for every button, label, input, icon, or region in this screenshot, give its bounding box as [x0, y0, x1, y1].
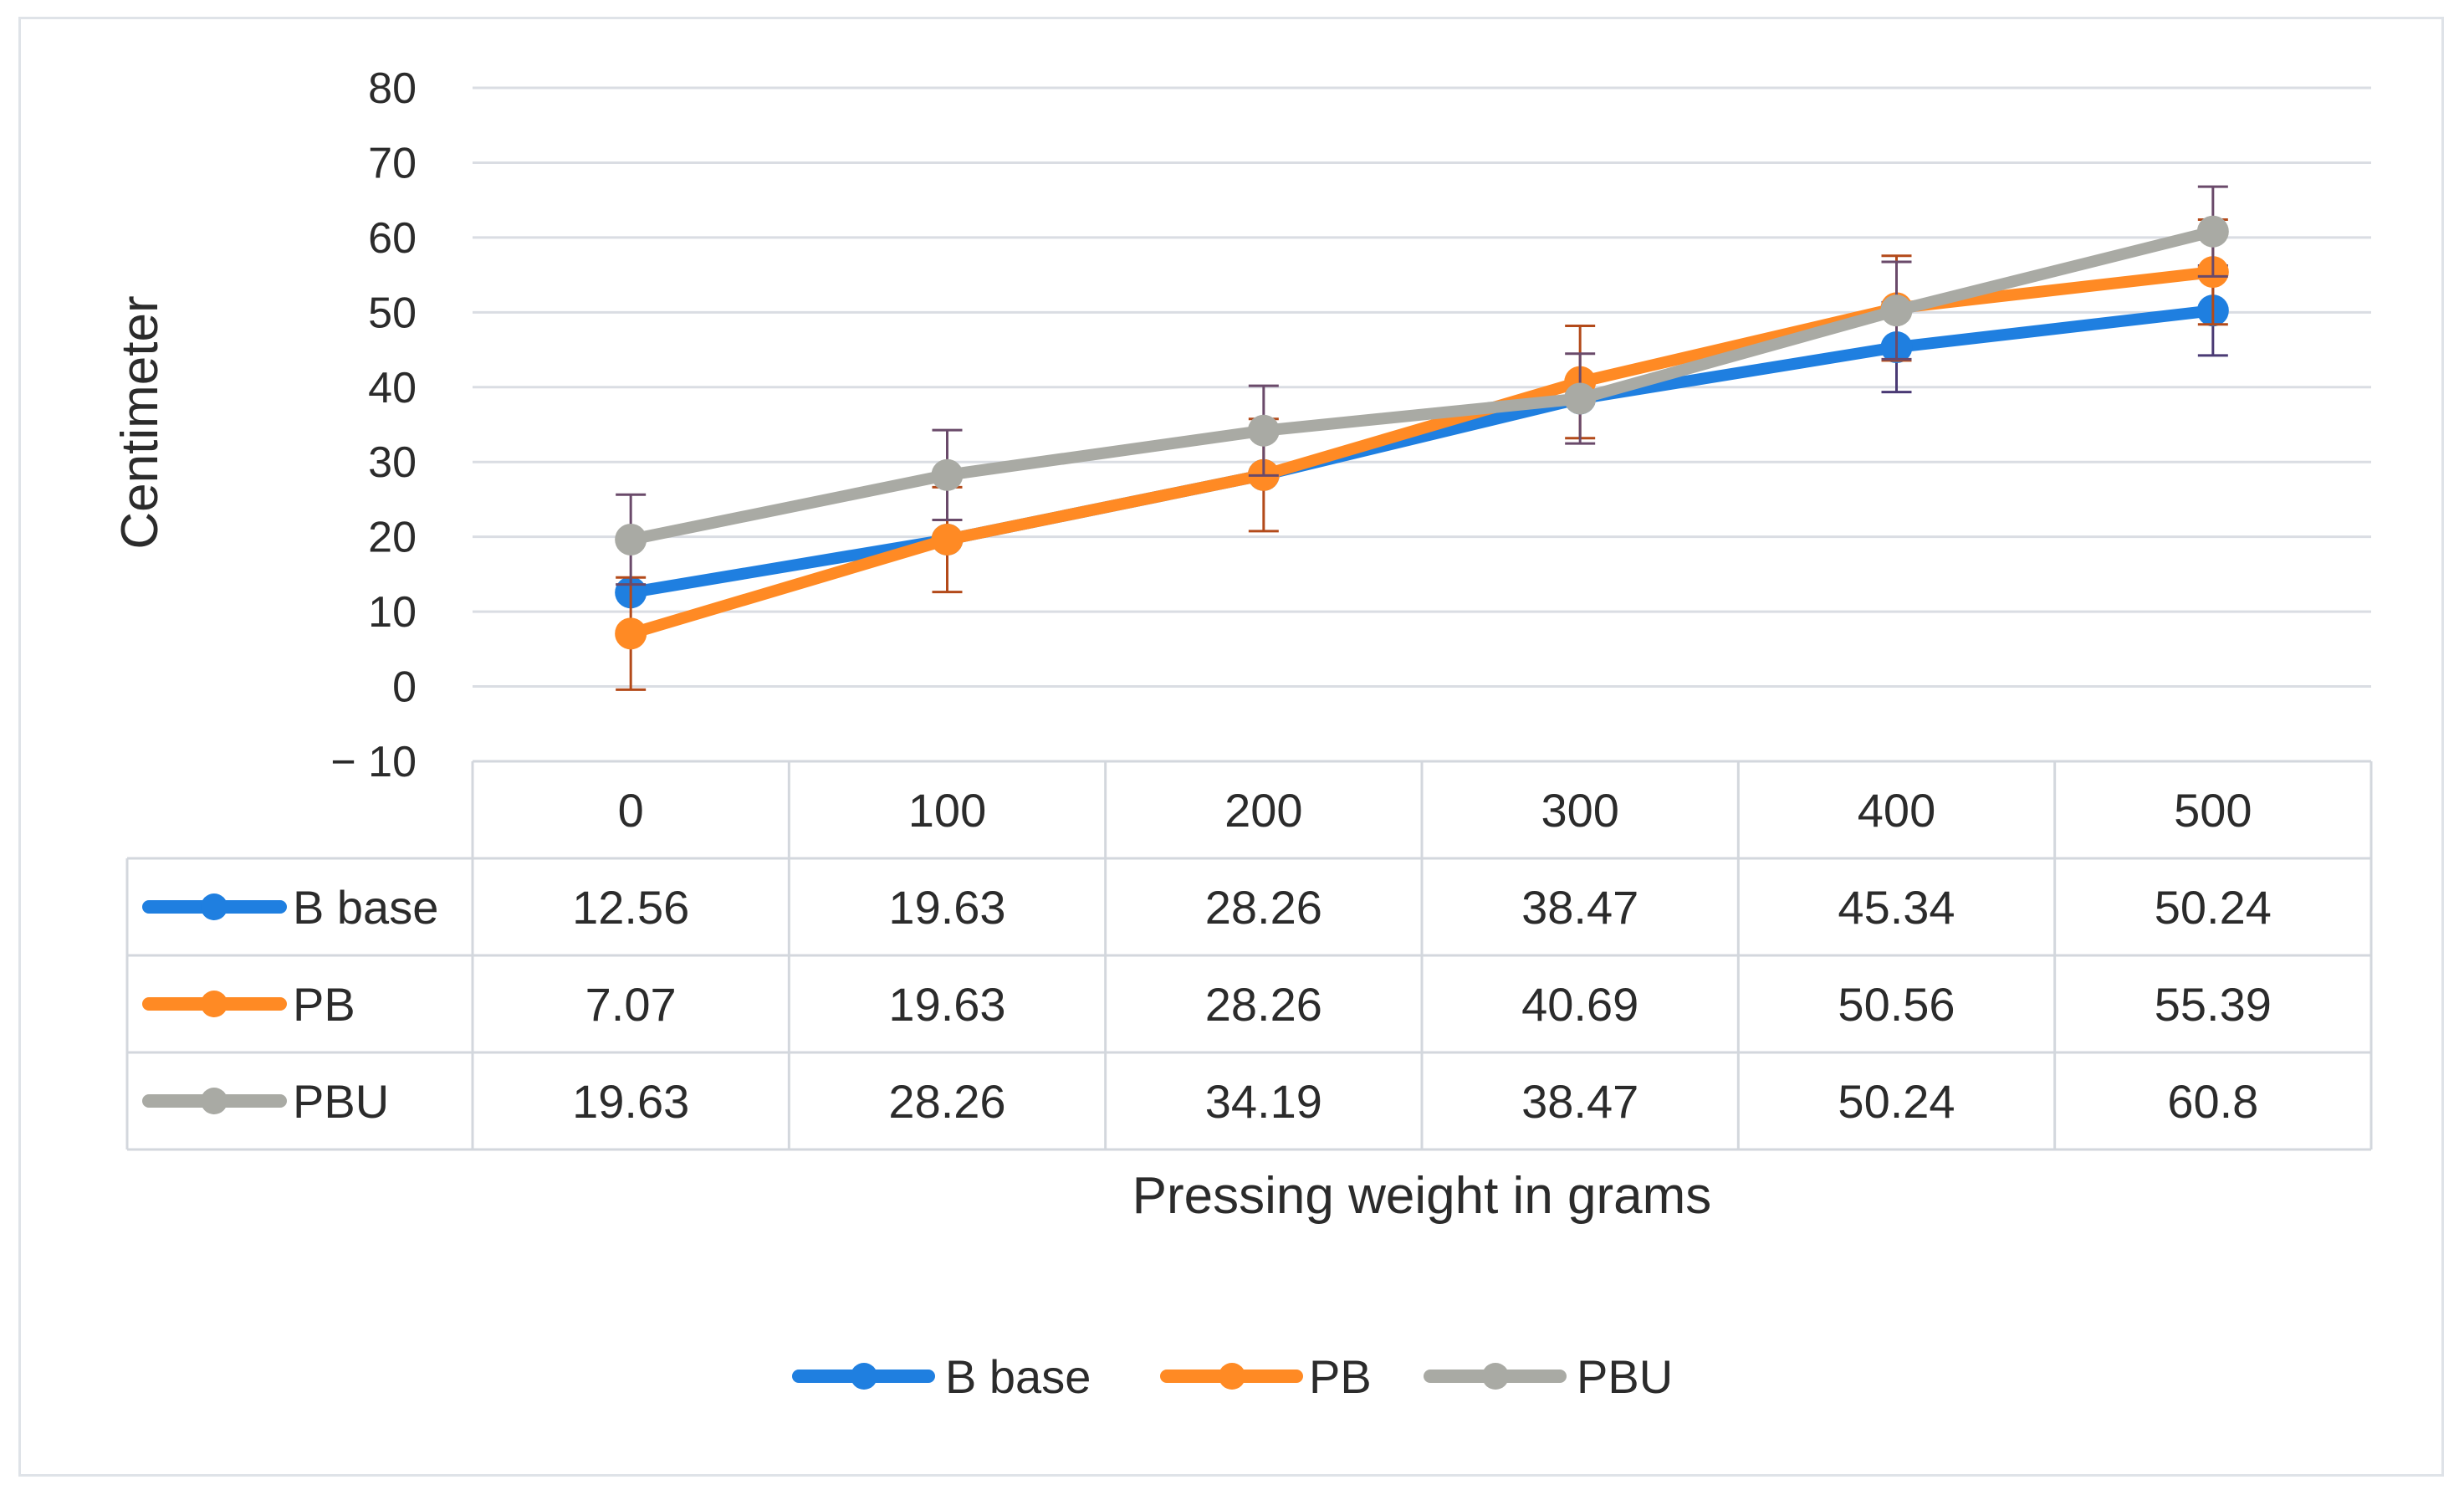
legend-key-marker	[1219, 1363, 1245, 1390]
chart-frame	[18, 17, 2444, 1477]
data-point	[931, 458, 964, 491]
y-tick-label: 10	[368, 588, 417, 637]
data-point	[1880, 294, 1913, 327]
data-point	[1247, 414, 1280, 447]
x-category-label: 200	[1224, 784, 1302, 837]
table-legend-marker	[201, 893, 227, 920]
table-cell-value: 19.63	[572, 1075, 689, 1128]
y-axis-tick-labels: 80 70 60 50 40 30 20 10 0 − 10	[330, 64, 417, 786]
y-tick-label: 80	[368, 64, 417, 113]
data-table: 0 100 200 300 400 500 B base 12.56 19.63 28.26 38.…	[125, 760, 2373, 1151]
legend-item: PBU	[1424, 1350, 1673, 1403]
y-axis-title: Centimeter	[111, 295, 169, 549]
data-point	[615, 523, 647, 556]
table-series-name: B base	[293, 881, 438, 934]
x-category-label: 400	[1858, 784, 1935, 837]
table-cell-value: 34.19	[1205, 1075, 1322, 1128]
table-cell-value: 50.24	[1838, 1075, 1955, 1128]
y-tick-label: 20	[368, 514, 417, 562]
table-cell-value: 60.8	[2167, 1075, 2258, 1128]
y-tick-label: 50	[368, 289, 417, 337]
series-line	[625, 305, 2219, 599]
series-layer	[615, 185, 2229, 691]
data-point	[2196, 215, 2229, 248]
legend-label: PBU	[1577, 1350, 1673, 1403]
data-point	[931, 523, 964, 556]
table-cell-value: 40.69	[1521, 978, 1638, 1031]
table-cell-value: 19.63	[888, 978, 1005, 1031]
table-series-name: PB	[293, 978, 355, 1031]
legend-label: PB	[1309, 1350, 1372, 1403]
x-category-label: 0	[618, 784, 644, 837]
table-cell-value: 38.47	[1521, 881, 1638, 934]
legend-item: B base	[792, 1350, 1091, 1403]
series-line	[625, 225, 2219, 545]
series-b-base	[615, 264, 2229, 609]
y-tick-label: 0	[392, 663, 417, 712]
series-line	[625, 266, 2219, 640]
series-pbu	[615, 185, 2229, 586]
table-cell-value: 19.63	[888, 881, 1005, 934]
y-tick-label: 40	[368, 364, 417, 412]
x-category-label: 500	[2174, 784, 2252, 837]
table-cell-value: 7.07	[585, 978, 677, 1031]
x-category-label: 300	[1541, 784, 1618, 837]
legend-key-marker	[1482, 1363, 1509, 1390]
legend: B base PB PBU	[792, 1350, 1673, 1403]
y-tick-label: − 10	[330, 738, 417, 786]
y-tick-label: 60	[368, 214, 417, 263]
data-point	[615, 617, 647, 650]
table-cell-value: 50.56	[1838, 978, 1955, 1031]
table-cell-value: 28.26	[888, 1075, 1005, 1128]
gridlines	[473, 86, 2371, 689]
legend-label: B base	[945, 1350, 1091, 1403]
legend-key-marker	[851, 1363, 877, 1390]
x-axis-title: Pressing weight in grams	[1132, 1167, 1712, 1225]
table-cell-value: 12.56	[572, 881, 689, 934]
x-category-label: 100	[908, 784, 986, 837]
table-cell-value: 45.34	[1838, 881, 1955, 934]
table-cell-value: 50.24	[2155, 881, 2272, 934]
data-point	[1564, 382, 1597, 415]
table-cell-value: 28.26	[1205, 978, 1322, 1031]
legend-item: PB	[1160, 1350, 1372, 1403]
table-cell-value: 55.39	[2155, 978, 2272, 1031]
table-legend-marker	[201, 1088, 227, 1114]
y-tick-label: 30	[368, 438, 417, 487]
y-tick-label: 70	[368, 139, 417, 187]
table-cell-value: 38.47	[1521, 1075, 1638, 1128]
table-series-name: PBU	[293, 1075, 389, 1128]
table-legend-marker	[201, 991, 227, 1017]
table-cell-value: 28.26	[1205, 881, 1322, 934]
